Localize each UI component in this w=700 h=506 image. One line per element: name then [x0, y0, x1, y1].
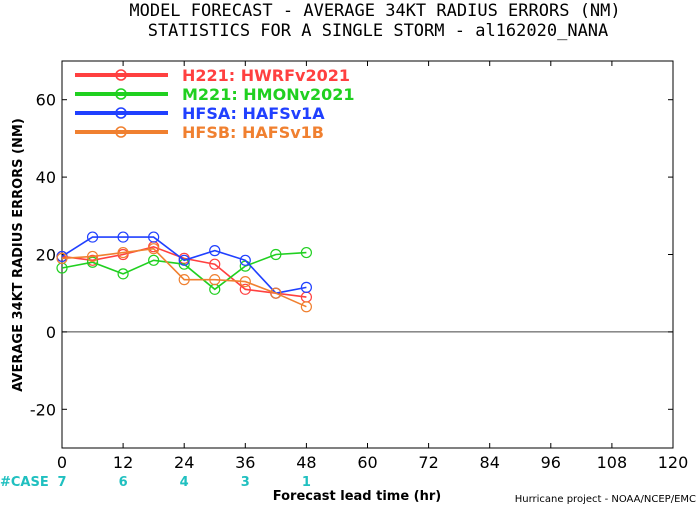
x-tick-label: 60 — [357, 453, 377, 472]
case-count: 1 — [302, 475, 311, 490]
x-tick-label: 84 — [480, 453, 500, 472]
data-point — [300, 246, 312, 259]
data-point — [270, 248, 282, 261]
series — [56, 243, 312, 313]
data-point — [209, 245, 221, 257]
legend-marker — [115, 126, 127, 138]
chart-subtitle: STATISTICS FOR A SINGLE STORM - al162020… — [148, 21, 609, 41]
data-point — [148, 254, 160, 266]
legend-marker — [115, 107, 127, 119]
data-point — [178, 258, 190, 270]
y-tick-label: 0 — [46, 323, 56, 342]
data-point — [117, 268, 129, 280]
series-line — [61, 247, 307, 308]
legend-label: M221: HMONv2021 — [182, 85, 355, 104]
legend-item: HFSA: HAFSv1A — [75, 104, 325, 123]
data-point — [148, 231, 160, 243]
legend-item: HFSB: HAFSv1B — [75, 123, 324, 142]
x-tick-label: 24 — [174, 453, 194, 472]
x-tick-label: 36 — [235, 453, 255, 472]
x-tick-label: 12 — [113, 453, 133, 472]
y-axis-title: AVERAGE 34KT RADIUS ERRORS (NM) — [11, 118, 26, 392]
data-point — [178, 254, 190, 266]
y-tick-label: 60 — [36, 91, 56, 110]
data-point — [209, 274, 221, 286]
y-axis: -20 0 20 40 60 — [30, 91, 673, 419]
series-layer — [56, 231, 312, 313]
case-row-label: #CASE — [0, 475, 49, 490]
x-axis: 0 12 24 36 48 60 72 84 96 108 120 — [57, 61, 688, 472]
data-point — [117, 231, 129, 243]
plot-frame — [61, 60, 674, 449]
data-point — [56, 252, 68, 264]
y-tick-label: 40 — [36, 168, 56, 187]
data-point — [117, 246, 129, 259]
series-line — [61, 236, 307, 295]
case-count: 4 — [180, 475, 189, 490]
data-point — [300, 281, 312, 293]
y-tick-label: -20 — [30, 400, 56, 419]
data-point — [270, 287, 282, 299]
data-point — [86, 256, 99, 268]
x-tick-label: 72 — [418, 453, 438, 472]
data-point — [148, 243, 160, 255]
series-line — [61, 245, 307, 298]
case-count: 7 — [57, 475, 66, 490]
credit-text: Hurricane project - NOAA/NCEP/EMC — [515, 494, 696, 505]
data-point — [239, 254, 251, 266]
legend-label: HFSB: HAFSv1B — [182, 123, 324, 142]
data-point — [239, 283, 251, 295]
data-point — [86, 250, 99, 263]
x-tick-label: 96 — [541, 453, 561, 472]
data-point — [239, 275, 251, 288]
data-point — [178, 274, 190, 286]
x-axis-title: Forecast lead time (hr) — [273, 489, 441, 504]
series-line — [61, 251, 307, 291]
legend-label: H221: HWRFv2021 — [182, 66, 350, 85]
legend-marker — [115, 69, 127, 81]
data-point — [209, 258, 221, 270]
x-tick-label: 48 — [296, 453, 316, 472]
x-tick-label: 0 — [57, 453, 67, 472]
legend-item: M221: HMONv2021 — [75, 85, 355, 104]
series — [56, 246, 312, 295]
legend-label: HFSA: HAFSv1A — [182, 104, 325, 123]
data-point — [300, 301, 312, 313]
x-tick-label: 108 — [597, 453, 628, 472]
legend-marker — [115, 88, 127, 100]
case-count: 3 — [241, 475, 250, 490]
chart-title: MODEL FORECAST - AVERAGE 34KT RADIUS ERR… — [129, 1, 620, 21]
data-point — [86, 231, 99, 243]
case-count: 6 — [119, 475, 128, 490]
legend-item: H221: HWRFv2021 — [75, 66, 350, 85]
y-tick-label: 20 — [36, 246, 56, 265]
case-row: #CASE 7 6 4 3 1 — [0, 475, 311, 490]
x-tick-label: 120 — [658, 453, 689, 472]
